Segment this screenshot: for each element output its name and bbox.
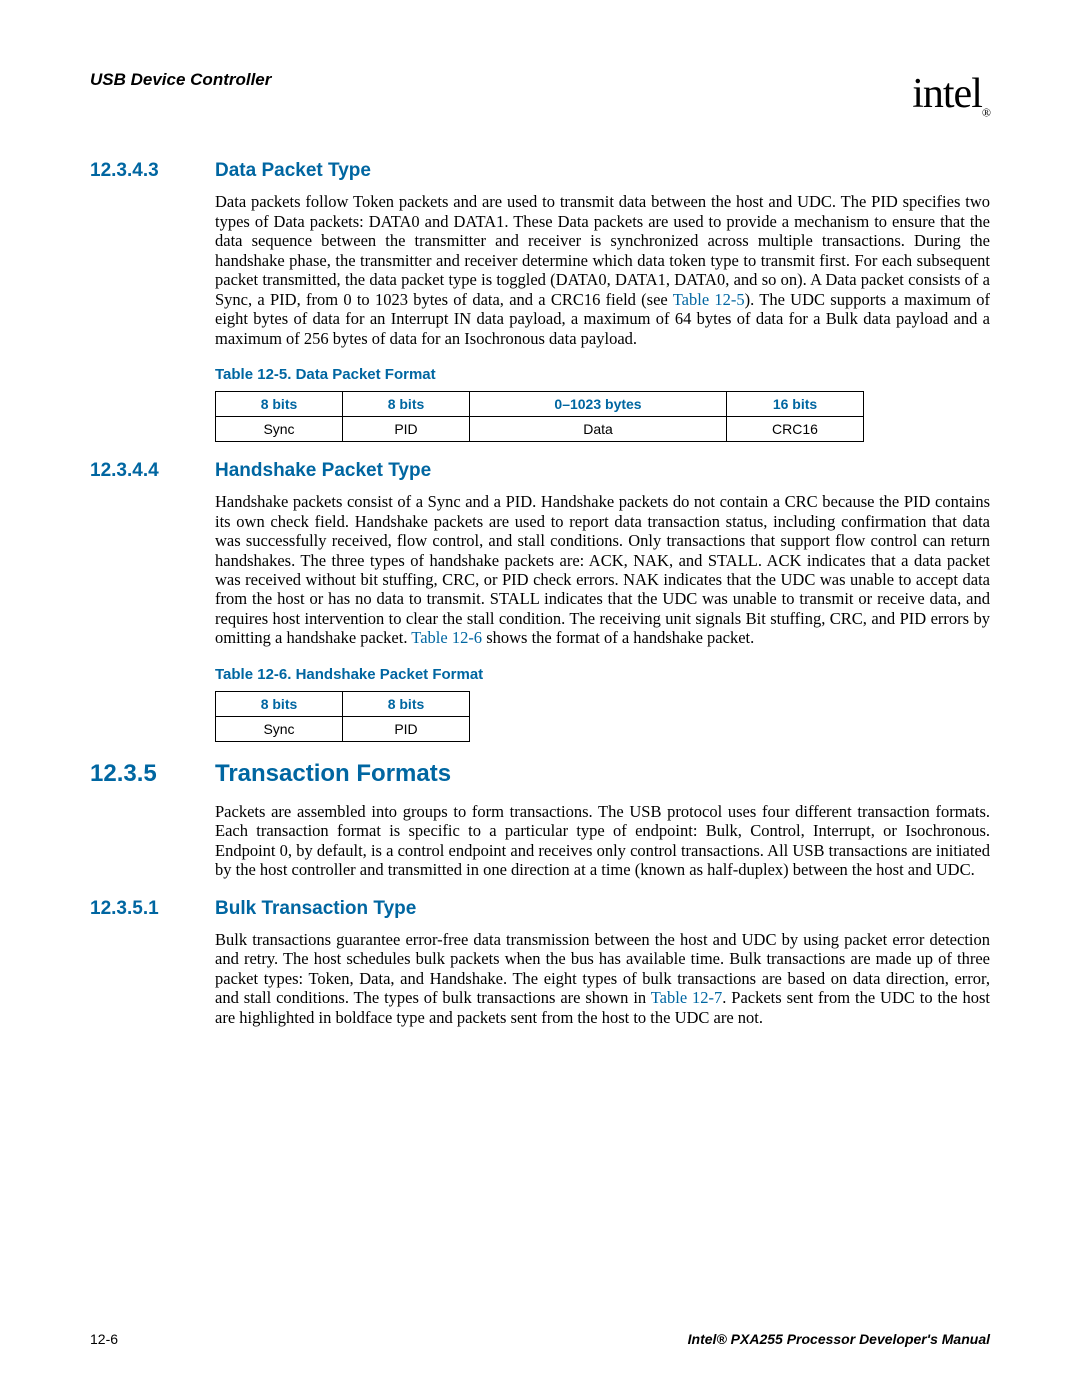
- manual-title: Intel® PXA255 Processor Developer's Manu…: [688, 1331, 990, 1347]
- table-header-cell: 8 bits: [216, 392, 343, 417]
- section: 12.3.5Transaction Formats Packets are ass…: [90, 760, 990, 880]
- table-header-cell: 8 bits: [216, 691, 343, 716]
- section-body: Packets are assembled into groups to for…: [215, 802, 990, 880]
- section-number: 12.3.5.1: [90, 898, 215, 920]
- page-header: USB Device Controller intel®: [90, 70, 990, 120]
- table-header-cell: 16 bits: [727, 392, 864, 417]
- table-cell: Sync: [216, 716, 343, 741]
- section-heading: 12.3.4.4Handshake Packet Type: [90, 460, 990, 482]
- table-header-cell: 8 bits: [343, 392, 470, 417]
- table-header-cell: 0–1023 bytes: [470, 392, 727, 417]
- header-title: USB Device Controller: [90, 70, 271, 90]
- table-xref[interactable]: Table 12-5: [673, 290, 745, 309]
- table-xref[interactable]: Table 12-6: [411, 628, 482, 647]
- page-footer: 12-6 Intel® PXA255 Processor Developer's…: [90, 1331, 990, 1347]
- section-body: Data packets follow Token packets and ar…: [215, 192, 990, 348]
- section-title: Bulk Transaction Type: [215, 898, 416, 920]
- section-title: Transaction Formats: [215, 760, 451, 788]
- section-title: Data Packet Type: [215, 160, 371, 182]
- table-caption: Table 12-5. Data Packet Format: [215, 366, 990, 383]
- page: USB Device Controller intel® 12.3.4.3Dat…: [0, 0, 1080, 1397]
- section-body: Bulk transactions guarantee error-free d…: [215, 930, 990, 1027]
- table-caption: Table 12-6. Handshake Packet Format: [215, 666, 990, 683]
- table-cell: Data: [470, 417, 727, 442]
- section-number: 12.3.4.4: [90, 460, 215, 482]
- table-cell: PID: [343, 716, 470, 741]
- section-heading: 12.3.5Transaction Formats: [90, 760, 990, 788]
- section-body: Handshake packets consist of a Sync and …: [215, 492, 990, 648]
- packet-format-table: 8 bits8 bitsSyncPID: [215, 691, 470, 742]
- section: 12.3.4.3Data Packet Type Data packets fol…: [90, 160, 990, 442]
- table-cell: CRC16: [727, 417, 864, 442]
- table-header-cell: 8 bits: [343, 691, 470, 716]
- table-cell: PID: [343, 417, 470, 442]
- section-number: 12.3.4.3: [90, 160, 215, 182]
- section-title: Handshake Packet Type: [215, 460, 431, 482]
- table-xref[interactable]: Table 12-7: [651, 988, 723, 1007]
- table-cell: Sync: [216, 417, 343, 442]
- section-number: 12.3.5: [90, 760, 215, 788]
- section-heading: 12.3.5.1Bulk Transaction Type: [90, 898, 990, 920]
- page-number: 12-6: [90, 1331, 118, 1347]
- packet-format-table: 8 bits8 bits0–1023 bytes16 bitsSyncPIDDa…: [215, 391, 864, 442]
- section: 12.3.5.1Bulk Transaction Type Bulk transa…: [90, 898, 990, 1027]
- section-heading: 12.3.4.3Data Packet Type: [90, 160, 990, 182]
- intel-logo: intel®: [912, 70, 990, 120]
- section: 12.3.4.4Handshake Packet Type Handshake p…: [90, 460, 990, 742]
